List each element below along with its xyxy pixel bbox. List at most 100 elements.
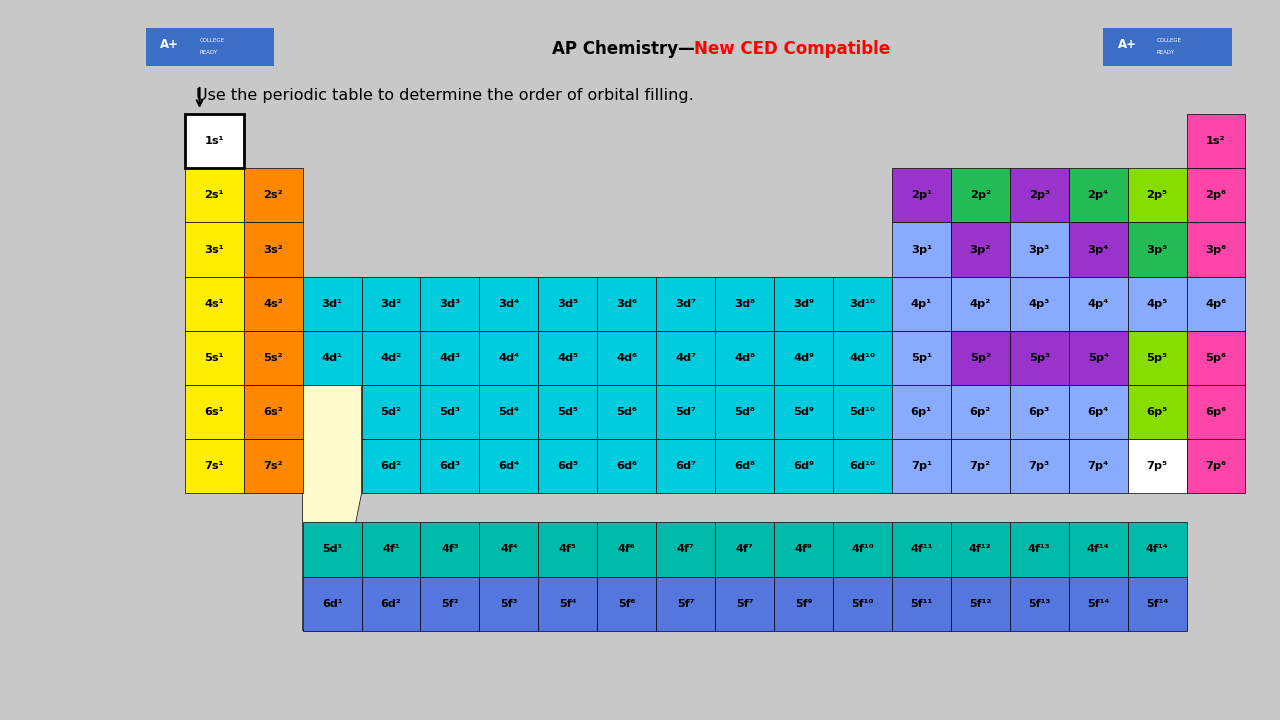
- Text: 5s¹: 5s¹: [205, 353, 224, 363]
- Text: 2p⁴: 2p⁴: [1088, 190, 1108, 200]
- Text: 3d²: 3d²: [380, 299, 402, 309]
- Bar: [243, 222, 302, 276]
- Bar: [243, 330, 302, 385]
- Text: 4d⁴: 4d⁴: [498, 353, 520, 363]
- Text: 5f¹³: 5f¹³: [1028, 598, 1051, 608]
- Bar: [421, 385, 480, 439]
- Text: A+: A+: [1117, 38, 1137, 51]
- Text: 6d²: 6d²: [380, 461, 402, 471]
- Text: 3p⁶: 3p⁶: [1206, 245, 1226, 254]
- Bar: [657, 439, 716, 493]
- Text: 5d⁹: 5d⁹: [794, 407, 814, 417]
- Text: 4d⁶: 4d⁶: [616, 353, 637, 363]
- Text: 2p⁵: 2p⁵: [1147, 190, 1167, 200]
- Bar: [184, 114, 243, 168]
- Text: 5p³: 5p³: [1029, 353, 1050, 363]
- Text: 6d⁷: 6d⁷: [675, 461, 696, 471]
- Text: 4s²: 4s²: [264, 299, 283, 309]
- Bar: [774, 330, 833, 385]
- Bar: [184, 168, 243, 222]
- Text: 7p⁵: 7p⁵: [1147, 461, 1167, 471]
- Bar: [184, 276, 243, 330]
- Bar: [480, 439, 539, 493]
- Polygon shape: [302, 385, 361, 631]
- Bar: [951, 168, 1010, 222]
- Bar: [833, 439, 892, 493]
- Bar: [480, 385, 539, 439]
- Text: 5f⁹: 5f⁹: [795, 598, 813, 608]
- Bar: [421, 523, 480, 577]
- Text: 6d⁶: 6d⁶: [616, 461, 637, 471]
- Bar: [1187, 330, 1245, 385]
- Text: 4f¹¹: 4f¹¹: [910, 544, 933, 554]
- Bar: [1187, 114, 1245, 168]
- Text: 5p⁶: 5p⁶: [1206, 353, 1226, 363]
- Bar: [716, 439, 774, 493]
- Text: AP Chemistry—: AP Chemistry—: [552, 40, 694, 58]
- Bar: [716, 330, 774, 385]
- Text: 3d¹⁰: 3d¹⁰: [850, 299, 876, 309]
- Bar: [657, 385, 716, 439]
- Text: 4f⁶: 4f⁶: [618, 544, 636, 554]
- Text: 1s²: 1s²: [1206, 136, 1226, 146]
- Text: 3d⁴: 3d⁴: [498, 299, 520, 309]
- Bar: [361, 523, 421, 577]
- Bar: [361, 577, 421, 631]
- Bar: [716, 276, 774, 330]
- Bar: [598, 439, 657, 493]
- Text: 5f⁷: 5f⁷: [677, 598, 695, 608]
- Text: 4d⁷: 4d⁷: [675, 353, 696, 363]
- Bar: [774, 577, 833, 631]
- Text: New CED Compatible: New CED Compatible: [694, 40, 891, 58]
- Text: 4f⁹: 4f⁹: [795, 544, 813, 554]
- Bar: [951, 385, 1010, 439]
- Text: 4f¹⁴: 4f¹⁴: [1087, 544, 1110, 554]
- Bar: [716, 577, 774, 631]
- Text: 4d⁹: 4d⁹: [792, 353, 814, 363]
- Bar: [1187, 385, 1245, 439]
- Text: 5d⁷: 5d⁷: [675, 407, 696, 417]
- Text: 5f¹⁴: 5f¹⁴: [1087, 598, 1110, 608]
- Text: 6p⁶: 6p⁶: [1206, 407, 1226, 417]
- Text: 4f¹⁰: 4f¹⁰: [851, 544, 874, 554]
- Bar: [1069, 276, 1128, 330]
- Text: 5d⁴: 5d⁴: [498, 407, 520, 417]
- Bar: [892, 385, 951, 439]
- Text: 5f⁴: 5f⁴: [559, 598, 576, 608]
- Text: 4f⁵: 4f⁵: [559, 544, 577, 554]
- Text: 6s¹: 6s¹: [205, 407, 224, 417]
- Text: Use the periodic table to determine the order of orbital filling.: Use the periodic table to determine the …: [196, 88, 694, 103]
- Bar: [774, 276, 833, 330]
- Bar: [421, 577, 480, 631]
- Text: 6d²: 6d²: [380, 598, 402, 608]
- Text: 5f²: 5f²: [442, 598, 458, 608]
- Text: 4p⁴: 4p⁴: [1088, 299, 1108, 309]
- Bar: [833, 523, 892, 577]
- Text: COLLEGE: COLLEGE: [200, 38, 224, 43]
- Bar: [1128, 330, 1187, 385]
- Text: 5p⁵: 5p⁵: [1147, 353, 1167, 363]
- Text: 7p⁶: 7p⁶: [1206, 461, 1226, 471]
- Text: 6d¹: 6d¹: [321, 598, 343, 608]
- Bar: [1069, 439, 1128, 493]
- Bar: [539, 523, 598, 577]
- Bar: [1128, 439, 1187, 493]
- Text: 4f¹³: 4f¹³: [1028, 544, 1051, 554]
- Text: A+: A+: [160, 38, 179, 51]
- Bar: [361, 330, 421, 385]
- Text: 6p³: 6p³: [1029, 407, 1050, 417]
- Bar: [892, 276, 951, 330]
- Text: 5d⁵: 5d⁵: [557, 407, 579, 417]
- Text: 6s²: 6s²: [264, 407, 283, 417]
- Text: 6d³: 6d³: [439, 461, 461, 471]
- Text: 1s¹: 1s¹: [205, 136, 224, 146]
- Text: 5d¹: 5d¹: [323, 544, 342, 554]
- Text: 2p¹: 2p¹: [911, 190, 932, 200]
- Text: 5f¹⁰: 5f¹⁰: [851, 598, 874, 608]
- Bar: [892, 222, 951, 276]
- Bar: [1069, 330, 1128, 385]
- Text: 3d⁹: 3d⁹: [792, 299, 814, 309]
- Bar: [1187, 276, 1245, 330]
- Text: 3p⁵: 3p⁵: [1147, 245, 1167, 254]
- Bar: [1010, 276, 1069, 330]
